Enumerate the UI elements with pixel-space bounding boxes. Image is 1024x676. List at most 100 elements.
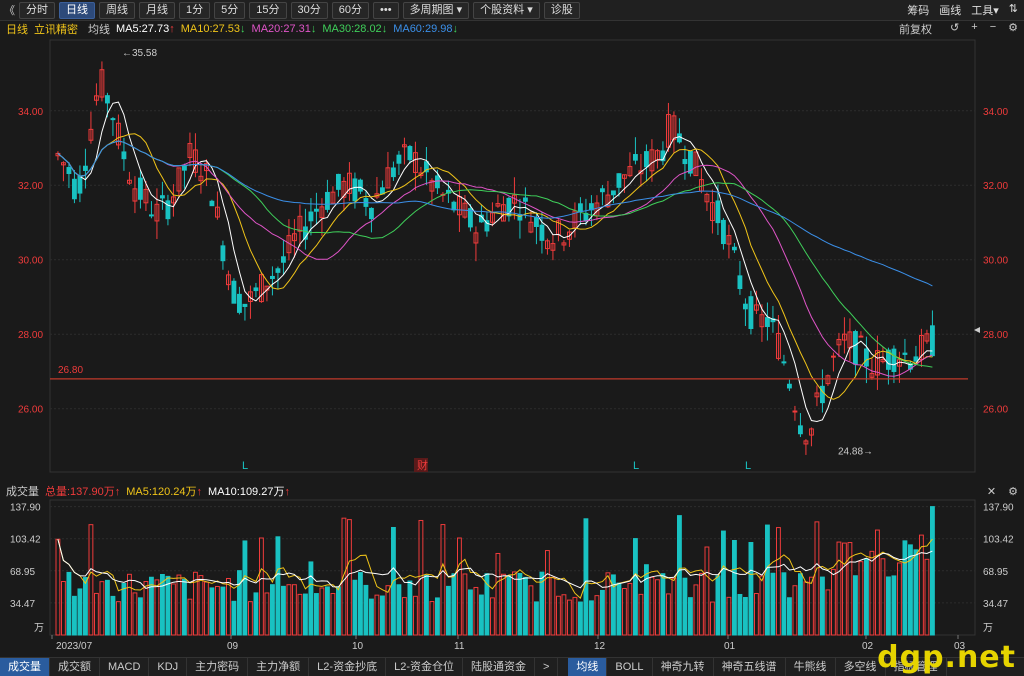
volume-bar xyxy=(858,561,864,636)
top-tool-2[interactable]: 工具▾ xyxy=(971,5,999,17)
volume-bar xyxy=(688,597,693,636)
overlay-tab-6[interactable]: 指标管理 xyxy=(886,658,947,676)
candle-body xyxy=(924,333,930,342)
volume-bar xyxy=(908,544,913,636)
period-button-1[interactable]: 日线 xyxy=(59,1,95,19)
period-button-8[interactable]: 60分 xyxy=(331,1,369,19)
candle-body xyxy=(891,348,897,372)
period-button-3[interactable]: 月线 xyxy=(139,1,175,19)
indicator-tab-7[interactable]: L2-资金仓位 xyxy=(386,658,463,676)
overlay-tab-5[interactable]: 多空线 xyxy=(836,658,886,676)
candle-body xyxy=(792,410,798,413)
period-button-11[interactable]: 个股资料 ▾ xyxy=(473,1,540,19)
x-tick-label: 11 xyxy=(454,641,465,652)
volume-bar xyxy=(589,600,594,636)
top-tool-1[interactable]: 画线 xyxy=(939,5,962,17)
volume-title[interactable]: 成交量 xyxy=(6,486,39,498)
indicator-tab-1[interactable]: 成交额 xyxy=(50,658,100,676)
volume-bar xyxy=(594,595,600,636)
volume-bar xyxy=(176,574,182,636)
candle-body xyxy=(545,240,550,250)
volume-bar xyxy=(715,575,721,636)
volume-header: 成交量 总量:137.90万↑ MA5:120.24万↑ MA10:109.27… xyxy=(0,483,1024,499)
avg-label[interactable]: 均线 xyxy=(88,24,110,36)
candle-body xyxy=(726,235,732,245)
period-button-12[interactable]: 诊股 xyxy=(543,1,580,19)
indicator-tab-5[interactable]: 主力净额 xyxy=(248,658,310,676)
price-tick-left: 30.00 xyxy=(18,256,43,267)
back-icon[interactable]: 《 xyxy=(4,5,15,17)
candle-body xyxy=(864,348,869,367)
volume-bar xyxy=(325,586,330,636)
volume-control-1[interactable]: ⚙ xyxy=(1008,485,1018,498)
chart-control-2[interactable]: − xyxy=(989,21,997,33)
overlay-tab-1[interactable]: BOLL xyxy=(607,658,653,676)
price-tick-right: 28.00 xyxy=(983,330,1008,341)
volume-bar xyxy=(748,542,754,636)
low-annotation: 24.88→ xyxy=(838,446,873,457)
volume-unit-right: 万 xyxy=(983,623,993,634)
volume-bar xyxy=(627,582,633,636)
price-tick-left: 28.00 xyxy=(18,330,43,341)
candle-body xyxy=(820,385,825,404)
volume-bar xyxy=(561,594,567,636)
indicator-tab-2[interactable]: MACD xyxy=(100,658,150,676)
candle-body xyxy=(534,217,539,227)
top-tool-0[interactable]: 筹码 xyxy=(907,5,930,17)
volume-bar xyxy=(435,597,440,636)
chart-control-3[interactable]: ⚙ xyxy=(1008,22,1018,34)
candle-body xyxy=(759,314,765,328)
volume-bar xyxy=(693,584,699,636)
overlay-tab-0[interactable]: 均线 xyxy=(568,658,608,676)
period-button-0[interactable]: 分时 xyxy=(19,1,55,19)
period-button-5[interactable]: 5分 xyxy=(214,1,246,19)
x-tick-label: 03 xyxy=(954,641,966,652)
period-button-6[interactable]: 15分 xyxy=(249,1,287,19)
ma-legend-0: MA5:27.73↑ xyxy=(116,23,175,35)
stock-name[interactable]: 立讯精密 xyxy=(34,24,78,36)
candle-body xyxy=(605,194,611,208)
period-button-2[interactable]: 周线 xyxy=(99,1,135,19)
volume-bar xyxy=(930,506,935,636)
period-button-7[interactable]: 30分 xyxy=(290,1,328,19)
period-button-10[interactable]: 多周期图 ▾ xyxy=(402,1,470,19)
volume-bar xyxy=(633,538,638,636)
candle-body xyxy=(886,349,891,370)
overlay-tab-4[interactable]: 牛熊线 xyxy=(786,658,836,676)
volume-control-0[interactable]: ✕ xyxy=(986,485,997,498)
candle-body xyxy=(83,165,88,171)
fq-button[interactable]: 前复权 xyxy=(899,24,933,36)
volume-bar xyxy=(710,601,715,636)
volume-bar xyxy=(512,571,517,636)
indicator-tab-6[interactable]: L2-资金抄底 xyxy=(309,658,387,676)
top-tool-3[interactable]: ⇅ xyxy=(1008,3,1018,15)
volume-bar xyxy=(534,601,539,636)
indicator-tab-9[interactable]: > xyxy=(535,658,559,676)
indicator-tab-3[interactable]: KDJ xyxy=(149,658,188,676)
indicator-tab-8[interactable]: 陆股通资金 xyxy=(463,658,535,676)
volume-bar xyxy=(913,549,919,636)
candle-body xyxy=(270,275,275,280)
candle-body xyxy=(715,200,721,224)
volume-bar xyxy=(396,584,402,636)
volume-bar xyxy=(781,572,787,636)
candle-body xyxy=(446,189,451,194)
candle-body xyxy=(633,154,638,161)
volume-bar xyxy=(55,538,61,636)
volume-bar xyxy=(479,594,484,636)
chart-control-1[interactable]: + xyxy=(971,21,978,33)
indicator-tab-0[interactable]: 成交量 xyxy=(0,658,50,676)
event-marker: L xyxy=(633,460,639,472)
volume-bar xyxy=(792,585,798,636)
period-button-4[interactable]: 1分 xyxy=(179,1,211,19)
chart-control-0[interactable]: ↺ xyxy=(950,22,960,34)
volume-bar xyxy=(880,558,886,636)
overlay-tab-3[interactable]: 神奇五线谱 xyxy=(714,658,786,676)
candle-body xyxy=(171,196,176,204)
kline-chart[interactable]: 34.00 34.00 32.00 32.00 30.00 30.00 28.00 28.00… xyxy=(0,38,1024,657)
overlay-tab-2[interactable]: 神奇九转 xyxy=(653,658,714,676)
period-button-9[interactable]: ••• xyxy=(373,1,399,19)
volume-bar xyxy=(198,575,204,636)
indicator-tab-4[interactable]: 主力密码 xyxy=(187,658,249,676)
candle-body xyxy=(858,335,864,338)
